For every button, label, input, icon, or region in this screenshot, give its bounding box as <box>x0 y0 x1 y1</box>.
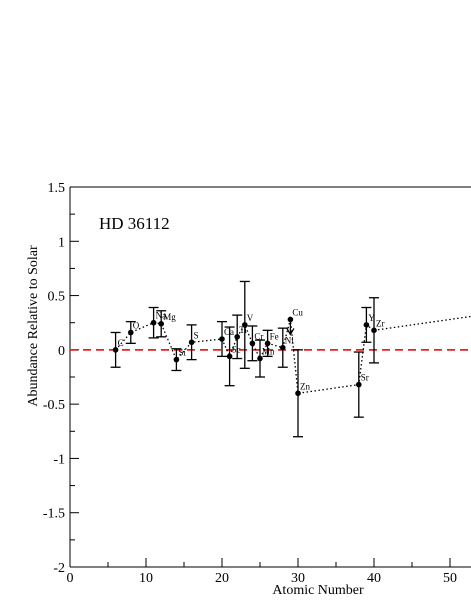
point-label: Zr <box>376 318 385 328</box>
y-tick-label: -1 <box>53 452 65 467</box>
point-label: O <box>133 320 140 330</box>
data-point <box>128 329 134 336</box>
y-axis: 1.5 1 0.5 0 -0.5 -1 -1.5 -2 <box>43 181 79 576</box>
y-tick-label: 1.5 <box>48 181 66 196</box>
data-point <box>242 322 248 328</box>
y-axis-title: Abundance Relative to Solar <box>26 245 41 407</box>
point-label: Sc <box>232 344 241 354</box>
y-tick-label: -2 <box>53 561 65 576</box>
data-point <box>295 390 301 397</box>
x-tick-label: 20 <box>215 571 229 586</box>
x-tick-label: 50 <box>443 571 457 586</box>
plot-area <box>69 186 471 568</box>
y-tick-label: -1.5 <box>43 507 65 522</box>
point-label: Mn <box>262 347 275 357</box>
point-label: V <box>247 313 254 323</box>
data-point <box>150 319 157 326</box>
point-label: Cu <box>292 307 303 317</box>
data-point <box>363 322 370 328</box>
point-label: Sr <box>361 373 369 383</box>
data-point <box>234 334 240 340</box>
x-tick-label: 0 <box>67 571 74 586</box>
point-label: Si <box>178 348 186 358</box>
y-tick-label: -0.5 <box>43 398 65 413</box>
point-label: Zn <box>300 381 310 391</box>
data-point <box>226 353 233 360</box>
data-point <box>287 316 294 323</box>
point-label: Ca <box>224 327 234 337</box>
point-label: Ti <box>239 325 247 335</box>
dotted-connector-extension <box>373 315 471 331</box>
point-label: S <box>194 330 199 340</box>
point-label: Cr <box>254 331 263 341</box>
x-axis-title: Atomic Number <box>272 583 364 598</box>
x-tick-label: 10 <box>139 571 153 586</box>
point-label: Fe <box>270 331 279 341</box>
x-axis: 0 10 20 30 40 50 <box>67 558 457 586</box>
y-tick-label: 0.5 <box>48 290 66 305</box>
data-point <box>188 339 195 346</box>
data-point <box>280 344 286 351</box>
point-label: Mg <box>163 312 176 322</box>
star-annotation: HD 36112 <box>99 214 170 233</box>
point-label: Na <box>156 311 167 321</box>
x-tick-label: 40 <box>367 571 381 586</box>
y-tick-label: 0 <box>58 344 65 359</box>
data-point <box>112 347 119 353</box>
data-point <box>356 381 362 388</box>
data-point <box>173 356 180 363</box>
point-label: C <box>118 338 124 348</box>
x-tick-label: 30 <box>291 571 305 586</box>
data-point <box>371 327 377 334</box>
data-point <box>219 336 225 342</box>
data-point <box>264 340 271 347</box>
data-point <box>257 355 263 362</box>
upper-limit-arrow <box>286 328 295 336</box>
point-label: Y <box>368 313 375 323</box>
data-layer <box>70 280 471 438</box>
y-tick-label: 1 <box>58 235 65 250</box>
data-point <box>158 321 164 327</box>
point-label: Ni <box>285 336 294 346</box>
data-point <box>249 340 256 347</box>
